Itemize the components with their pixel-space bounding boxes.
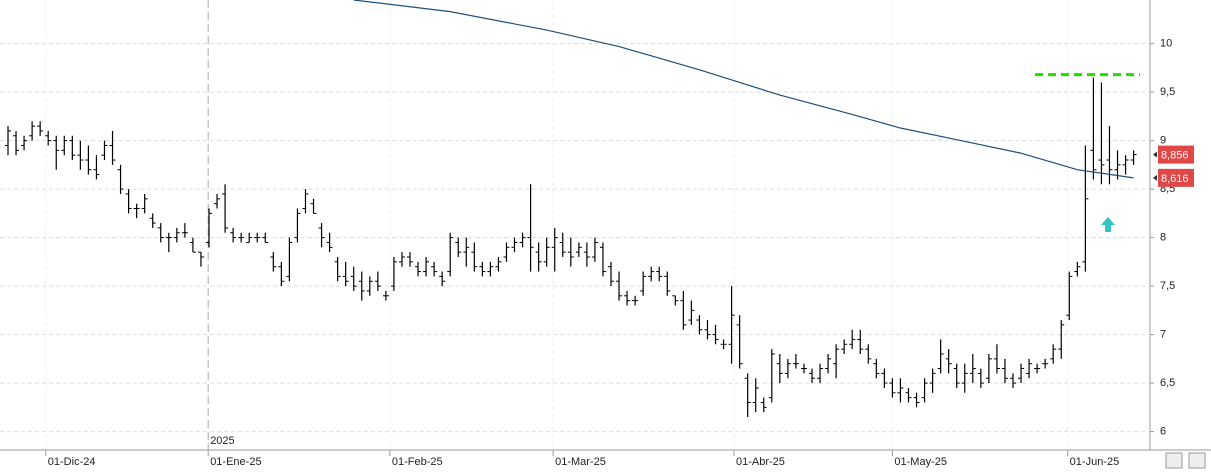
x-tick-label: 01-Ene-25 bbox=[210, 456, 261, 468]
price-label: 8,856 bbox=[1161, 149, 1189, 161]
arrow-marker bbox=[1101, 217, 1115, 232]
price-label-box bbox=[1158, 145, 1194, 164]
x-tick-label: 01-Jun-25 bbox=[1070, 456, 1120, 468]
y-tick-label: 8 bbox=[1160, 232, 1166, 244]
x-tick-label: 01-Dic-24 bbox=[48, 456, 96, 468]
zoom-button[interactable] bbox=[1165, 452, 1183, 469]
y-tick-label: 9,5 bbox=[1160, 86, 1175, 98]
price-label: 8,616 bbox=[1161, 173, 1189, 185]
x-tick-label: 01-May-25 bbox=[894, 456, 947, 468]
x-tick-label: 01-Abr-25 bbox=[736, 456, 785, 468]
price-label-box bbox=[1158, 168, 1194, 187]
y-tick-label: 9 bbox=[1160, 135, 1166, 147]
save-button[interactable] bbox=[1188, 452, 1206, 469]
price-pointer bbox=[1153, 174, 1157, 181]
x-tick-label: 01-Feb-25 bbox=[392, 456, 443, 468]
price-pointer bbox=[1153, 151, 1157, 158]
y-tick-label: 10 bbox=[1160, 38, 1172, 50]
y-tick-label: 6,5 bbox=[1160, 377, 1175, 389]
moving-average bbox=[353, 0, 1134, 179]
y-tick-label: 7 bbox=[1160, 328, 1166, 340]
x-tick-label: 01-Mar-25 bbox=[555, 456, 606, 468]
y-tick-label: 7,5 bbox=[1160, 280, 1175, 292]
y-tick-label: 6 bbox=[1160, 425, 1166, 437]
year-label: 2025 bbox=[210, 435, 234, 447]
